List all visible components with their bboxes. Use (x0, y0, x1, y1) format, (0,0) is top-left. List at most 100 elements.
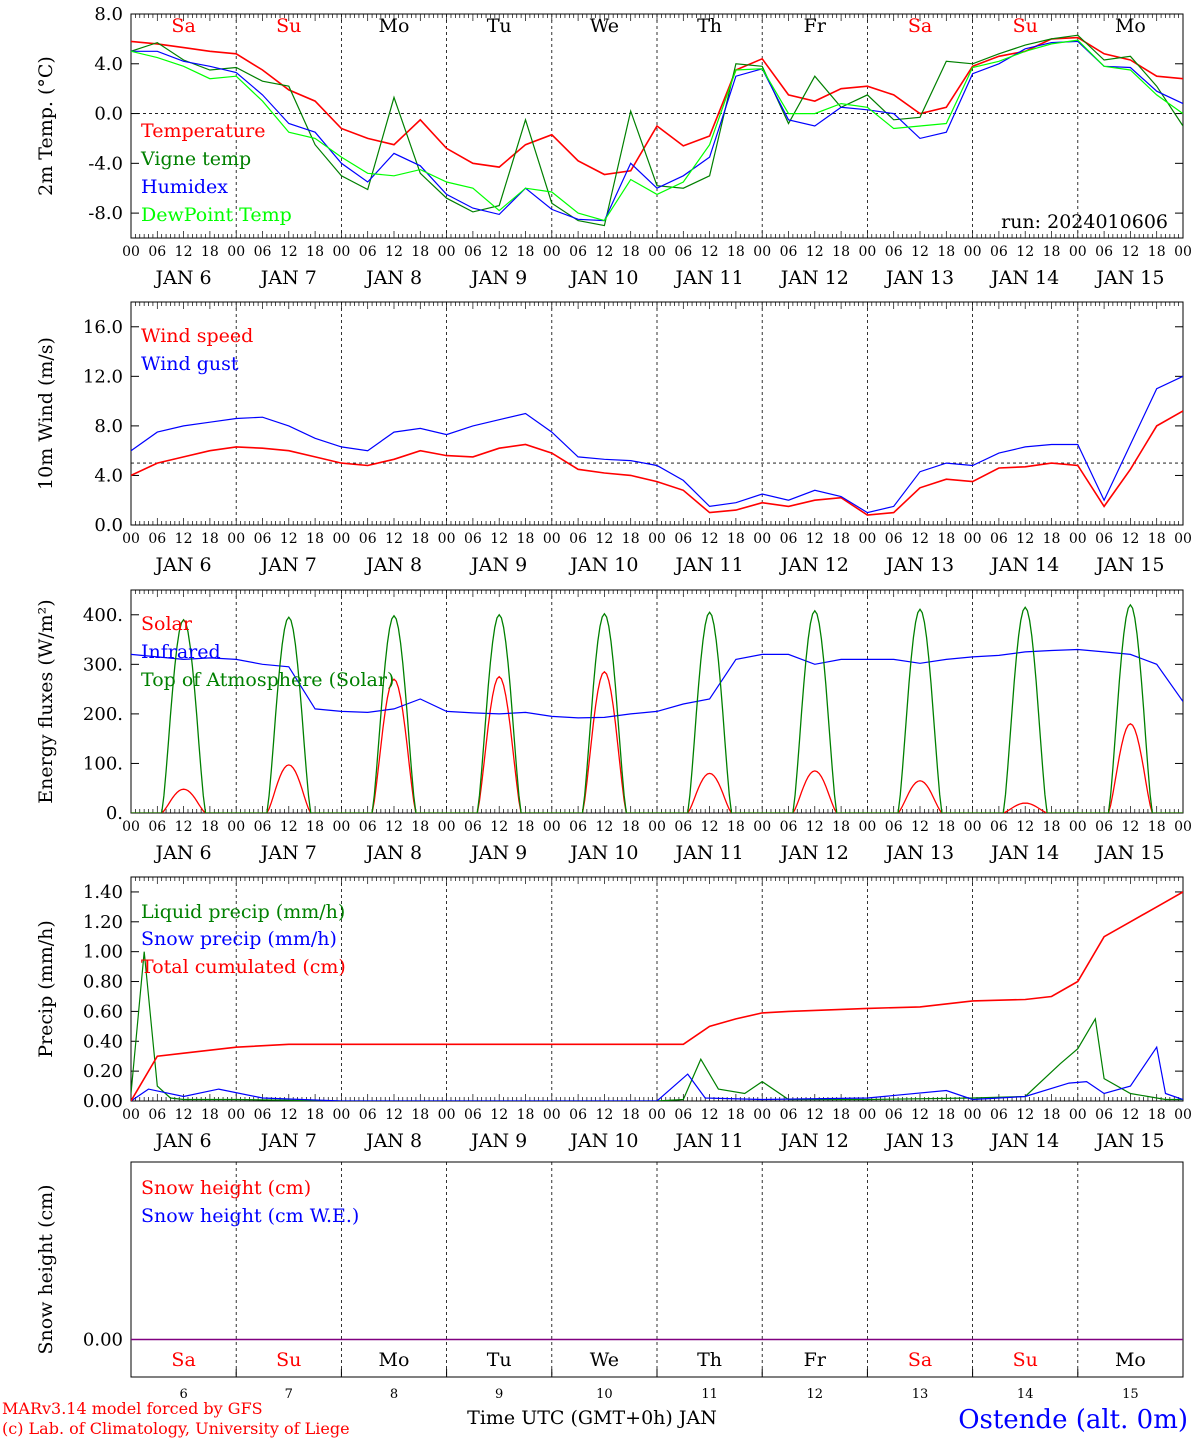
hour-label: 06 (885, 1107, 903, 1123)
day-number: 9 (495, 1387, 503, 1402)
hour-label: 00 (438, 819, 456, 835)
hour-label: 06 (885, 819, 903, 835)
hour-label: 06 (464, 244, 482, 260)
hour-label: 12 (701, 531, 719, 547)
hour-label: 18 (517, 819, 535, 835)
hour-label: 06 (674, 819, 692, 835)
weekday-label: We (590, 1349, 619, 1371)
hour-label: 12 (1016, 531, 1034, 547)
hour-label: 00 (753, 819, 771, 835)
hour-label: 18 (1043, 244, 1061, 260)
date-label: JAN 8 (364, 842, 422, 864)
series-line (131, 375, 1183, 514)
hour-label: 18 (517, 244, 535, 260)
panel-4: 00 06 12 18 00 06 12 18 00 06 12 18 00 06 12 18 00 06 12 18… (35, 876, 1192, 1152)
series-line (131, 410, 1183, 516)
footer: MARv3.14 model forced by GFS(c) Lab. of … (2, 1399, 1188, 1438)
hour-label: 12 (280, 244, 298, 260)
hour-label: 12 (280, 819, 298, 835)
hour-label: 18 (727, 1107, 745, 1123)
hour-label: 00 (1174, 819, 1192, 835)
date-label: JAN 10 (568, 554, 638, 576)
y-tick-label: 1.20 (83, 912, 123, 933)
hour-label: 12 (911, 531, 929, 547)
date-label: JAN 14 (989, 1130, 1059, 1152)
model-credit: MARv3.14 model forced by GFS (2, 1399, 263, 1418)
weekday-label: Mo (379, 15, 410, 37)
hour-label: 00 (1174, 531, 1192, 547)
hour-label: 18 (411, 819, 429, 835)
date-label: JAN 7 (259, 554, 317, 576)
legend-entry: Snow height (cm W.E.) (141, 1205, 359, 1227)
hour-label: 18 (622, 244, 640, 260)
hour-label: 18 (517, 1107, 535, 1123)
weekday-label: Th (697, 1349, 722, 1371)
date-label: JAN 15 (1094, 842, 1164, 864)
day-number: 15 (1122, 1387, 1139, 1402)
date-label: JAN 7 (259, 1130, 317, 1152)
series-line (131, 39, 1183, 222)
y-tick-label: 400. (83, 605, 123, 626)
hour-label: 06 (990, 1107, 1008, 1123)
hour-label: 06 (1095, 531, 1113, 547)
hour-label: 12 (175, 1107, 193, 1123)
hour-label: 06 (1095, 1107, 1113, 1123)
date-label: JAN 13 (884, 842, 954, 864)
hour-label: 06 (148, 1107, 166, 1123)
plot-frame (130, 301, 1184, 526)
weekday-label: Tu (487, 15, 512, 37)
date-label: JAN 10 (568, 1130, 638, 1152)
hour-label: 12 (1121, 244, 1139, 260)
hour-label: 12 (595, 1107, 613, 1123)
date-label: JAN 15 (1094, 554, 1164, 576)
y-tick-label: 0.00 (83, 1091, 123, 1112)
hour-label: 00 (332, 244, 350, 260)
date-label: JAN 10 (568, 267, 638, 289)
hour-label: 00 (858, 531, 876, 547)
hour-label: 18 (937, 1107, 955, 1123)
y-axis-label: 10m Wind (m/s) (35, 337, 57, 490)
series-line (131, 603, 1183, 813)
hour-label: 18 (411, 244, 429, 260)
hour-label: 06 (569, 531, 587, 547)
weekday-label: Sa (171, 15, 195, 37)
y-tick-label: 0.60 (83, 1001, 123, 1022)
hour-label: 12 (595, 819, 613, 835)
hour-label: 00 (1069, 1107, 1087, 1123)
hour-label: 00 (1069, 819, 1087, 835)
day-number: 12 (807, 1387, 824, 1402)
hour-label: 12 (385, 531, 403, 547)
hour-label: 06 (254, 244, 272, 260)
hour-label: 12 (701, 1107, 719, 1123)
hour-label: 18 (832, 819, 850, 835)
hour-label: 12 (806, 244, 824, 260)
hour-label: 06 (1095, 819, 1113, 835)
hour-label: 06 (148, 244, 166, 260)
hour-label: 12 (175, 531, 193, 547)
hour-label: 18 (411, 531, 429, 547)
hour-label: 12 (911, 244, 929, 260)
hour-label: 18 (937, 244, 955, 260)
hour-label: 00 (1069, 244, 1087, 260)
legend-entry: Total cumulated (cm) (141, 956, 346, 978)
date-label: JAN 7 (259, 842, 317, 864)
hour-label: 00 (332, 531, 350, 547)
hour-label: 12 (701, 244, 719, 260)
y-tick-label: 0.0 (94, 104, 123, 125)
hour-label: 06 (990, 244, 1008, 260)
series-line (131, 648, 1183, 719)
hour-label: 06 (464, 531, 482, 547)
series-line (131, 951, 1183, 1101)
panel-3: 00 06 12 18 00 06 12 18 00 06 12 18 00 06 12 18 00 06 12 18… (35, 589, 1192, 864)
y-tick-label: -4.0 (88, 153, 123, 174)
legend-entry: Wind speed (141, 325, 253, 347)
y-axis-label: Precip (mm/h) (35, 920, 57, 1058)
date-label: JAN 14 (989, 267, 1059, 289)
series-line (131, 40, 1183, 222)
series-group (131, 34, 1183, 227)
legend-entry: Temperature (141, 120, 265, 142)
hour-label: 00 (1174, 244, 1192, 260)
hour-label: 00 (858, 1107, 876, 1123)
series-group (131, 891, 1183, 1101)
date-label: JAN 10 (568, 842, 638, 864)
